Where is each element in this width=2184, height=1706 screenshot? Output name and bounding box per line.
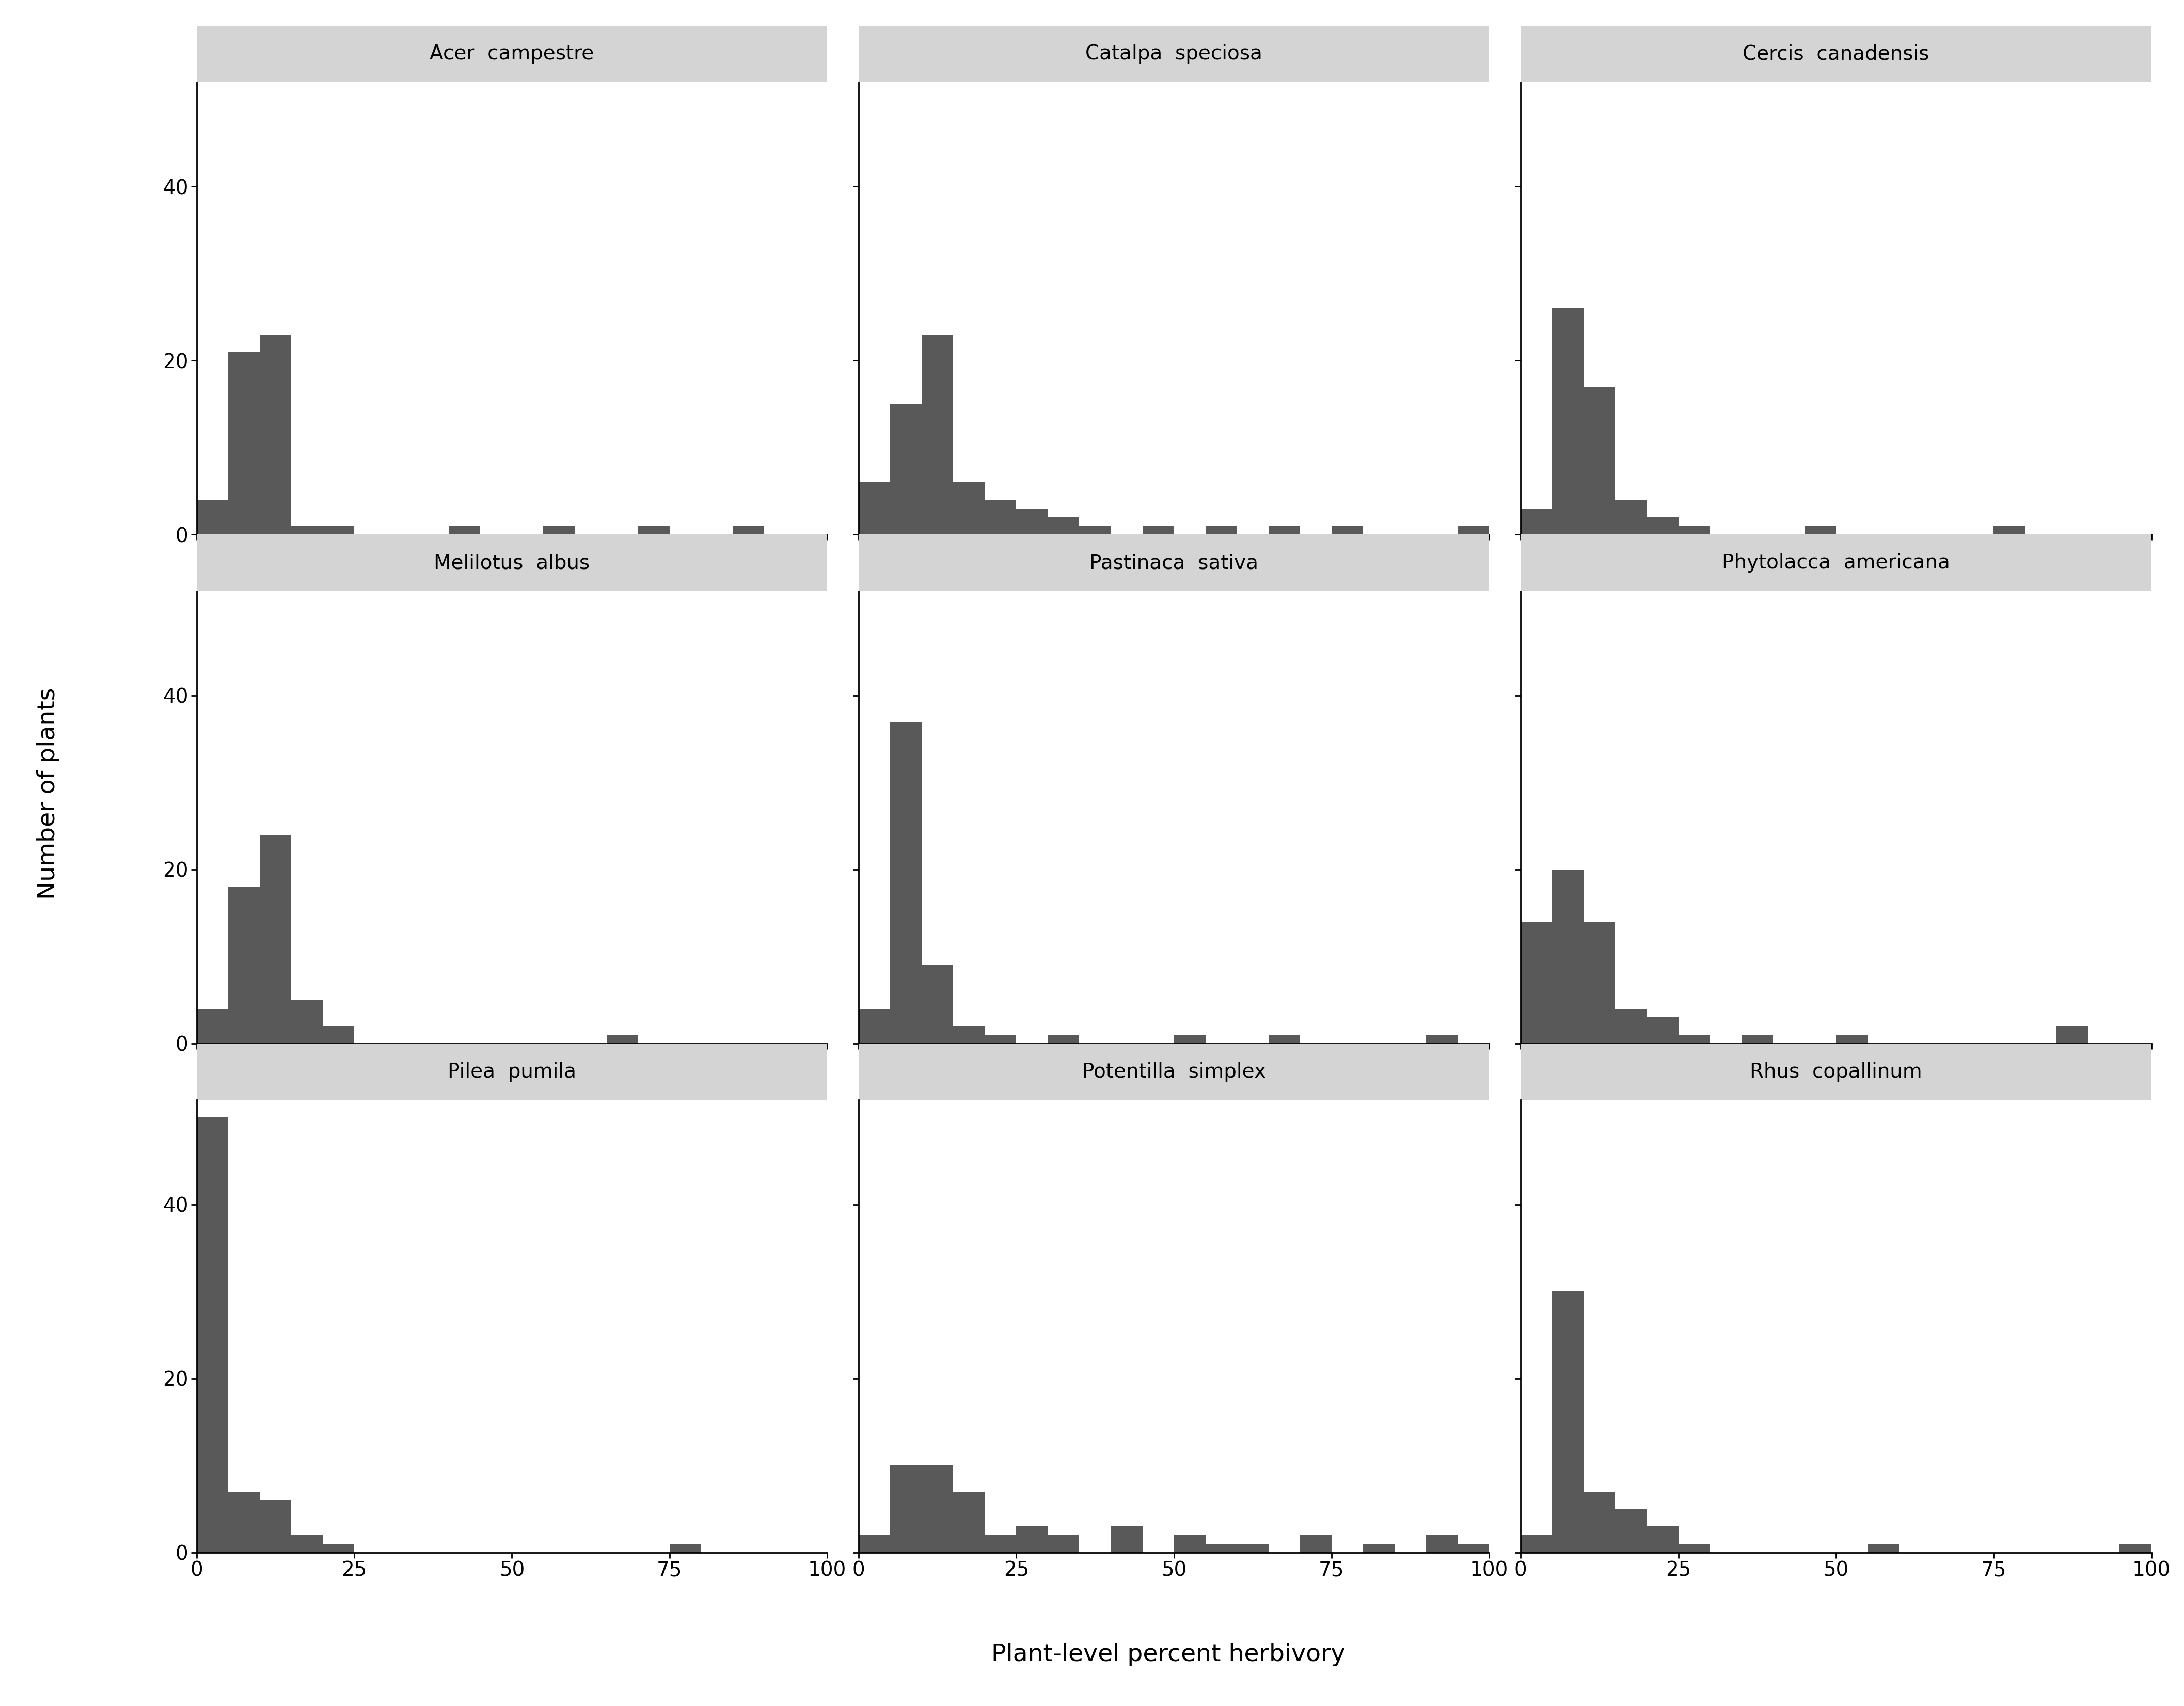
Bar <box>1741 1036 1773 1044</box>
Bar <box>952 483 985 534</box>
Text: Phytolacca  americana: Phytolacca americana <box>1721 553 1950 573</box>
Bar <box>1616 1510 1647 1552</box>
Bar <box>1837 1036 1867 1044</box>
Bar <box>260 334 290 534</box>
Bar <box>1520 1535 1553 1552</box>
Bar <box>1553 1291 1583 1552</box>
Bar <box>952 1025 985 1044</box>
Bar <box>544 525 574 534</box>
Bar <box>1583 921 1616 1044</box>
Bar <box>1173 1036 1206 1044</box>
Bar <box>1426 1535 1457 1552</box>
Bar <box>670 1544 701 1552</box>
Text: Plant-level percent herbivory: Plant-level percent herbivory <box>992 1643 1345 1667</box>
Bar <box>227 887 260 1044</box>
Bar <box>1677 1544 1710 1552</box>
Bar <box>891 404 922 534</box>
Bar <box>732 525 764 534</box>
Bar <box>922 334 952 534</box>
Text: Melilotus  albus: Melilotus albus <box>435 553 590 573</box>
Text: Potentilla  simplex: Potentilla simplex <box>1081 1061 1267 1082</box>
Bar <box>1553 870 1583 1044</box>
Bar <box>323 1544 354 1552</box>
Bar <box>985 1036 1016 1044</box>
Text: Rhus  copallinum: Rhus copallinum <box>1749 1061 1922 1082</box>
Bar <box>197 500 227 534</box>
Bar <box>1647 1017 1677 1044</box>
Bar <box>1804 525 1837 534</box>
Bar <box>1206 525 1236 534</box>
Text: Catalpa  speciosa: Catalpa speciosa <box>1085 44 1262 63</box>
Bar <box>197 1117 227 1552</box>
Bar <box>1867 1544 1900 1552</box>
Bar <box>1677 525 1710 534</box>
Bar <box>1269 525 1299 534</box>
Bar <box>1616 500 1647 534</box>
Bar <box>1269 1036 1299 1044</box>
Bar <box>1553 309 1583 534</box>
Bar <box>985 500 1016 534</box>
Bar <box>1173 1535 1206 1552</box>
Bar <box>1426 1036 1457 1044</box>
Bar <box>1016 1527 1048 1552</box>
Bar <box>1616 1008 1647 1044</box>
Bar <box>891 1465 922 1552</box>
Bar <box>858 483 891 534</box>
Bar <box>290 525 323 534</box>
Bar <box>2121 1544 2151 1552</box>
Bar <box>260 834 290 1044</box>
Bar <box>922 966 952 1044</box>
Bar <box>1520 921 1553 1044</box>
Bar <box>1016 508 1048 534</box>
Bar <box>227 1491 260 1552</box>
Bar <box>323 525 354 534</box>
Text: Cercis  canadensis: Cercis canadensis <box>1743 44 1928 63</box>
Bar <box>1647 517 1677 534</box>
Bar <box>1048 1036 1079 1044</box>
Bar <box>1332 525 1363 534</box>
Bar <box>227 351 260 534</box>
Bar <box>1520 508 1553 534</box>
Bar <box>1363 1544 1396 1552</box>
Bar <box>607 1036 638 1044</box>
Bar <box>1583 1491 1616 1552</box>
Text: Acer  campestre: Acer campestre <box>430 44 594 63</box>
Bar <box>323 1025 354 1044</box>
Bar <box>2057 1025 2088 1044</box>
Bar <box>952 1491 985 1552</box>
Bar <box>858 1008 891 1044</box>
Bar <box>260 1500 290 1552</box>
Bar <box>1457 1544 1489 1552</box>
Bar <box>1457 525 1489 534</box>
Bar <box>1583 387 1616 534</box>
Bar <box>1236 1544 1269 1552</box>
Text: Number of plants: Number of plants <box>37 688 59 899</box>
Bar <box>1206 1544 1236 1552</box>
Bar <box>1647 1527 1677 1552</box>
Bar <box>891 722 922 1044</box>
Bar <box>985 1535 1016 1552</box>
Bar <box>922 1465 952 1552</box>
Text: Pilea  pumila: Pilea pumila <box>448 1061 577 1082</box>
Text: Pastinaca  sativa: Pastinaca sativa <box>1090 553 1258 573</box>
Bar <box>1994 525 2025 534</box>
Bar <box>1112 1527 1142 1552</box>
Bar <box>1079 525 1112 534</box>
Bar <box>1677 1036 1710 1044</box>
Bar <box>1142 525 1173 534</box>
Bar <box>197 1008 227 1044</box>
Bar <box>638 525 670 534</box>
Bar <box>290 1000 323 1044</box>
Bar <box>1299 1535 1332 1552</box>
Bar <box>448 525 480 534</box>
Bar <box>1048 517 1079 534</box>
Bar <box>290 1535 323 1552</box>
Bar <box>1048 1535 1079 1552</box>
Bar <box>858 1535 891 1552</box>
